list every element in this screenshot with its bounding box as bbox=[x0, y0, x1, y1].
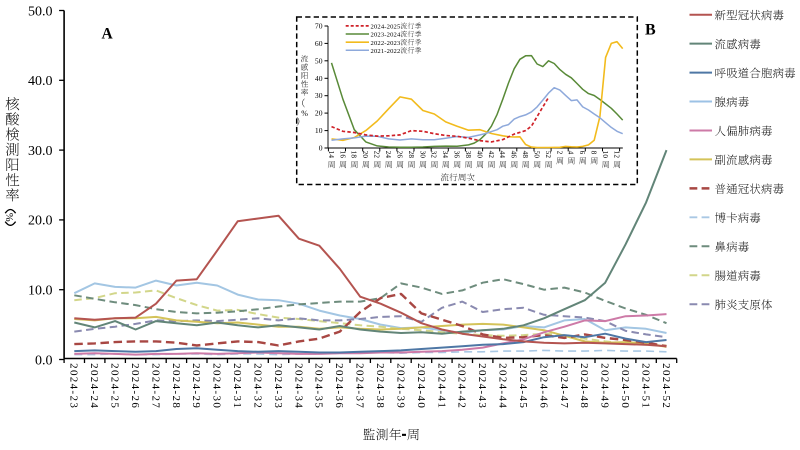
svg-text:2: 2 bbox=[555, 151, 563, 155]
svg-text:6: 6 bbox=[578, 151, 586, 155]
svg-text:22: 22 bbox=[373, 151, 381, 159]
svg-text:40: 40 bbox=[475, 151, 483, 159]
svg-text:8: 8 bbox=[590, 151, 598, 155]
svg-text:2024-42: 2024-42 bbox=[456, 363, 468, 409]
svg-text:2024-34: 2024-34 bbox=[292, 363, 304, 409]
svg-text:B: B bbox=[645, 22, 656, 39]
svg-text:0.0: 0.0 bbox=[35, 353, 53, 368]
svg-text:2024-39: 2024-39 bbox=[394, 363, 406, 409]
svg-text:38: 38 bbox=[464, 151, 472, 159]
svg-text:36: 36 bbox=[453, 151, 461, 159]
svg-text:24: 24 bbox=[384, 151, 392, 159]
svg-text:26: 26 bbox=[395, 151, 403, 159]
svg-text:2024-30: 2024-30 bbox=[211, 363, 223, 409]
svg-text:20.0: 20.0 bbox=[28, 214, 53, 229]
svg-text:70: 70 bbox=[315, 22, 323, 31]
svg-text:4: 4 bbox=[567, 151, 575, 155]
svg-text:2024-24: 2024-24 bbox=[88, 363, 100, 409]
svg-text:44: 44 bbox=[498, 151, 506, 159]
svg-text:50: 50 bbox=[315, 56, 323, 65]
svg-text:30.0: 30.0 bbox=[28, 144, 53, 159]
svg-text:10: 10 bbox=[315, 126, 323, 135]
svg-text:34: 34 bbox=[441, 151, 449, 159]
svg-text:52: 52 bbox=[544, 151, 552, 159]
svg-text:10.0: 10.0 bbox=[28, 284, 53, 299]
svg-text:50: 50 bbox=[533, 151, 541, 159]
svg-text:2024-45: 2024-45 bbox=[517, 363, 529, 409]
svg-text:20: 20 bbox=[315, 109, 323, 118]
svg-text:30: 30 bbox=[418, 151, 426, 159]
svg-text:2024-2025: 2024-2025 bbox=[371, 24, 401, 31]
svg-text:18: 18 bbox=[350, 151, 358, 159]
svg-text:2024-26: 2024-26 bbox=[129, 363, 141, 409]
svg-text:12: 12 bbox=[612, 151, 620, 159]
svg-text:2024-31: 2024-31 bbox=[231, 363, 243, 409]
svg-text:42: 42 bbox=[487, 151, 495, 159]
svg-text:2024-29: 2024-29 bbox=[190, 363, 202, 409]
svg-text:2024-43: 2024-43 bbox=[476, 363, 488, 409]
svg-text:20: 20 bbox=[361, 151, 369, 159]
svg-text:2024-32: 2024-32 bbox=[252, 363, 264, 409]
svg-text:2024-36: 2024-36 bbox=[333, 363, 345, 409]
svg-text:16: 16 bbox=[338, 151, 346, 159]
svg-text:60: 60 bbox=[315, 39, 323, 48]
svg-text:2024-27: 2024-27 bbox=[149, 363, 161, 409]
svg-text:14: 14 bbox=[327, 151, 335, 159]
svg-text:2024-49: 2024-49 bbox=[599, 363, 611, 409]
svg-text:2024-47: 2024-47 bbox=[558, 363, 570, 409]
svg-text:40.0: 40.0 bbox=[28, 74, 53, 89]
svg-text:2024-46: 2024-46 bbox=[537, 363, 549, 409]
svg-text:2024-37: 2024-37 bbox=[354, 363, 366, 409]
svg-text:2024-28: 2024-28 bbox=[170, 363, 182, 409]
svg-text:A: A bbox=[102, 26, 114, 43]
svg-text:2024-50: 2024-50 bbox=[619, 363, 631, 409]
svg-text:28: 28 bbox=[407, 151, 415, 159]
svg-text:2024-23: 2024-23 bbox=[68, 363, 80, 409]
svg-text:50.0: 50.0 bbox=[28, 4, 53, 19]
svg-text:46: 46 bbox=[510, 151, 518, 159]
svg-text:2024-51: 2024-51 bbox=[640, 363, 652, 409]
svg-text:%: % bbox=[301, 109, 308, 118]
svg-text:32: 32 bbox=[430, 151, 438, 159]
svg-text:40: 40 bbox=[315, 74, 323, 83]
svg-text:2024-52: 2024-52 bbox=[660, 363, 672, 409]
svg-text:2024-25: 2024-25 bbox=[109, 363, 121, 409]
svg-text:10: 10 bbox=[601, 151, 609, 159]
svg-text:%: % bbox=[3, 213, 14, 222]
svg-text:2024-40: 2024-40 bbox=[415, 363, 427, 409]
svg-text:0: 0 bbox=[319, 144, 323, 153]
svg-text:2024-41: 2024-41 bbox=[435, 363, 447, 409]
svg-text:30: 30 bbox=[315, 91, 323, 100]
svg-text:2024-38: 2024-38 bbox=[374, 363, 386, 409]
svg-text:2021-2022: 2021-2022 bbox=[371, 48, 401, 55]
svg-text:2022-2023: 2022-2023 bbox=[371, 40, 401, 47]
svg-text:2024-33: 2024-33 bbox=[272, 363, 284, 409]
svg-text:2024-35: 2024-35 bbox=[313, 363, 325, 409]
svg-text:2023-2024: 2023-2024 bbox=[371, 32, 401, 39]
svg-text:2024-48: 2024-48 bbox=[578, 363, 590, 409]
svg-text:2024-44: 2024-44 bbox=[497, 363, 509, 409]
svg-text:48: 48 bbox=[521, 151, 529, 159]
